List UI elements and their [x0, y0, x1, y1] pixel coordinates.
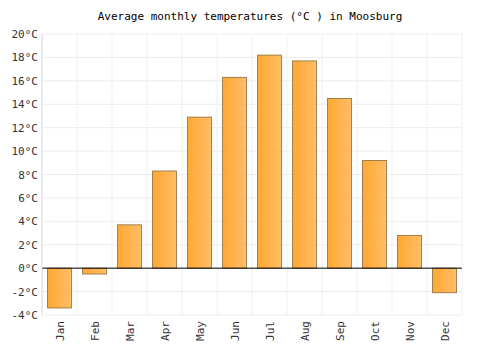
- x-tick-label: Sep: [334, 321, 347, 341]
- x-tick-label: May: [194, 321, 207, 341]
- grid-line: [42, 197, 462, 198]
- grid-line: [42, 174, 462, 175]
- bars: [48, 55, 457, 308]
- grid-line: [42, 104, 462, 105]
- x-tick-label: Nov: [404, 321, 417, 341]
- y-tick-label: 18°C: [12, 51, 39, 64]
- y-tick-label: 14°C: [12, 98, 39, 111]
- y-tick-label: -4°C: [12, 309, 39, 322]
- bar: [188, 117, 212, 268]
- bar: [153, 171, 177, 268]
- grid-line: [42, 34, 462, 35]
- y-tick-label: 2°C: [18, 239, 38, 252]
- x-tick-label: Aug: [299, 321, 312, 341]
- bar: [258, 55, 282, 268]
- x-tick-label: Jan: [54, 321, 67, 341]
- bar: [48, 268, 72, 308]
- x-tick-label: Oct: [369, 321, 382, 341]
- bar: [433, 268, 457, 293]
- zero-line: [42, 268, 462, 269]
- x-tick-label: Apr: [159, 321, 172, 341]
- chart: Average monthly temperatures (°C ) in Mo…: [0, 0, 500, 350]
- grid-line: [42, 127, 462, 128]
- grid-line: [42, 268, 462, 269]
- grid-line: [42, 151, 462, 152]
- y-tick-label: 10°C: [12, 145, 39, 158]
- y-axis: [42, 34, 43, 315]
- grid-line-x: [42, 34, 43, 315]
- y-tick-label: 4°C: [18, 215, 38, 228]
- grid-line: [42, 291, 462, 292]
- grid-line: [42, 315, 462, 316]
- bar: [398, 235, 422, 268]
- bar: [328, 98, 352, 268]
- x-tick-label: Jul: [264, 321, 277, 341]
- y-tick-label: -2°C: [12, 286, 39, 299]
- y-tick-label: 16°C: [12, 75, 39, 88]
- x-tick-label: Jun: [229, 321, 242, 341]
- x-tick-label: Feb: [89, 321, 102, 341]
- grid: [42, 34, 462, 315]
- x-tick-label: Mar: [124, 321, 137, 341]
- title: Average monthly temperatures (°C ) in Mo…: [98, 10, 403, 23]
- bar: [118, 225, 142, 268]
- y-tick-label: 0°C: [18, 262, 38, 275]
- x-tick-label: Dec: [439, 321, 452, 341]
- bar: [293, 61, 317, 268]
- y-tick-label: 20°C: [12, 28, 39, 41]
- y-tick-label: 8°C: [18, 169, 38, 182]
- grid-line: [42, 80, 462, 81]
- bar: [363, 160, 387, 268]
- bar: [223, 77, 247, 268]
- y-tick-label: 12°C: [12, 122, 39, 135]
- bar: [83, 268, 107, 274]
- grid-line: [42, 221, 462, 222]
- grid-line: [42, 57, 462, 58]
- y-tick-label: 6°C: [18, 192, 38, 205]
